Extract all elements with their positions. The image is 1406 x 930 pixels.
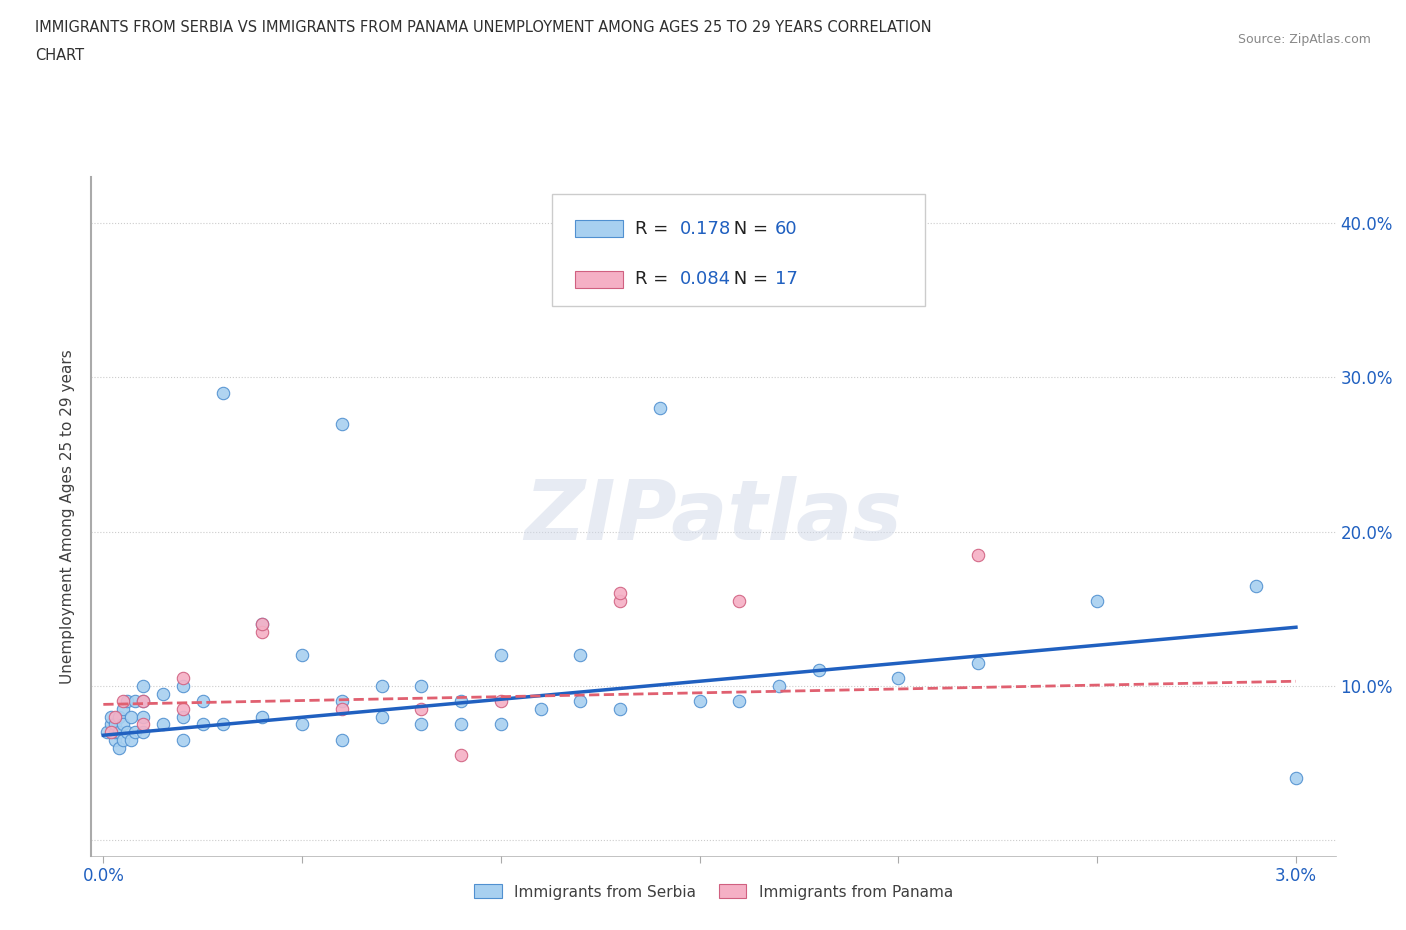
Text: 17: 17: [775, 270, 797, 288]
Point: [100, 717, 122, 732]
Point: [1285, 771, 1308, 786]
Point: [211, 385, 233, 400]
Text: R =: R =: [636, 270, 673, 288]
Point: [172, 671, 194, 685]
Point: [569, 647, 592, 662]
Point: [728, 593, 751, 608]
Text: 0.178: 0.178: [681, 219, 731, 238]
Point: [609, 701, 631, 716]
Point: [728, 694, 751, 709]
Point: [172, 710, 194, 724]
Point: [96, 724, 118, 739]
Point: [252, 617, 274, 631]
Point: [104, 733, 127, 748]
Point: [252, 617, 274, 631]
Point: [108, 740, 131, 755]
Point: [967, 547, 990, 562]
Point: [104, 717, 127, 732]
Point: [132, 694, 155, 709]
Legend: Immigrants from Serbia, Immigrants from Panama: Immigrants from Serbia, Immigrants from …: [468, 878, 959, 906]
Point: [100, 710, 122, 724]
Point: [124, 724, 146, 739]
Point: [152, 686, 174, 701]
Point: [489, 694, 512, 709]
Point: [115, 694, 138, 709]
Point: [291, 717, 314, 732]
Text: R =: R =: [636, 219, 673, 238]
Point: [100, 724, 122, 739]
Point: [569, 694, 592, 709]
Point: [411, 717, 433, 732]
Point: [252, 624, 274, 639]
Point: [370, 679, 392, 694]
Text: N =: N =: [728, 219, 775, 238]
FancyBboxPatch shape: [551, 193, 925, 306]
Text: IMMIGRANTS FROM SERBIA VS IMMIGRANTS FROM PANAMA UNEMPLOYMENT AMONG AGES 25 TO 2: IMMIGRANTS FROM SERBIA VS IMMIGRANTS FRO…: [35, 20, 932, 35]
Text: CHART: CHART: [35, 48, 84, 63]
Point: [768, 679, 790, 694]
Point: [124, 694, 146, 709]
Point: [252, 710, 274, 724]
Point: [112, 701, 135, 716]
Point: [609, 593, 631, 608]
Point: [191, 694, 214, 709]
Point: [132, 724, 155, 739]
Point: [115, 724, 138, 739]
Point: [411, 701, 433, 716]
Point: [152, 717, 174, 732]
Text: Source: ZipAtlas.com: Source: ZipAtlas.com: [1237, 33, 1371, 46]
Point: [104, 724, 127, 739]
Point: [132, 710, 155, 724]
Text: ZIPatlas: ZIPatlas: [524, 475, 903, 557]
Point: [609, 586, 631, 601]
Point: [191, 717, 214, 732]
Point: [132, 679, 155, 694]
Point: [450, 748, 472, 763]
Point: [450, 717, 472, 732]
Point: [330, 416, 353, 431]
Bar: [575, 220, 623, 237]
Point: [132, 717, 155, 732]
Point: [370, 710, 392, 724]
Y-axis label: Unemployment Among Ages 25 to 29 years: Unemployment Among Ages 25 to 29 years: [60, 349, 76, 684]
Point: [1244, 578, 1267, 593]
Point: [689, 694, 711, 709]
Text: N =: N =: [728, 270, 775, 288]
Point: [120, 733, 142, 748]
Point: [112, 717, 135, 732]
Point: [132, 694, 155, 709]
Text: 0.084: 0.084: [681, 270, 731, 288]
Point: [530, 701, 553, 716]
Text: 60: 60: [775, 219, 797, 238]
Point: [330, 701, 353, 716]
Point: [211, 717, 233, 732]
Point: [172, 679, 194, 694]
Point: [411, 679, 433, 694]
Point: [967, 656, 990, 671]
Bar: [575, 271, 623, 287]
Point: [104, 710, 127, 724]
Point: [807, 663, 830, 678]
Point: [489, 717, 512, 732]
Point: [648, 401, 671, 416]
Point: [1085, 593, 1108, 608]
Point: [112, 694, 135, 709]
Point: [450, 694, 472, 709]
Point: [112, 733, 135, 748]
Point: [887, 671, 910, 685]
Point: [172, 701, 194, 716]
Point: [108, 710, 131, 724]
Point: [291, 647, 314, 662]
Point: [108, 724, 131, 739]
Point: [330, 733, 353, 748]
Point: [172, 733, 194, 748]
Point: [489, 647, 512, 662]
Point: [330, 694, 353, 709]
Point: [120, 710, 142, 724]
